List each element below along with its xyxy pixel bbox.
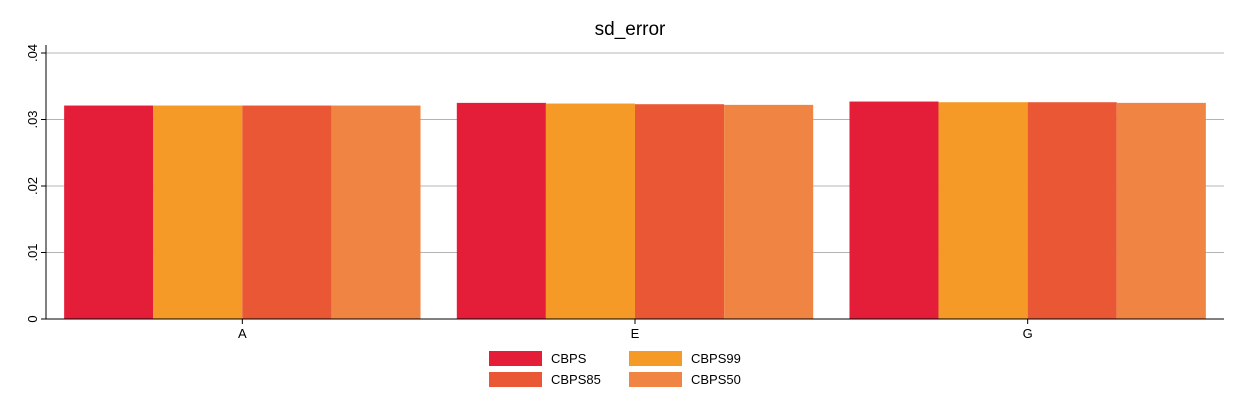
legend-item: CBPS85: [489, 372, 601, 387]
bar-cbps99-e: [545, 103, 635, 319]
legend-swatch: [489, 372, 542, 387]
chart-title: sd_error: [595, 19, 666, 40]
x-tick-label: E: [631, 326, 640, 341]
bar-cbps85-a: [242, 105, 332, 319]
bar-cbps85-e: [635, 104, 725, 319]
bar-cbps-g: [849, 101, 939, 319]
bar-cbps50-e: [724, 104, 814, 320]
legend-label: CBPS50: [691, 372, 741, 387]
y-tick-label: .02: [25, 177, 40, 195]
legend-item: CBPS99: [629, 351, 741, 366]
legend-item: CBPS50: [629, 372, 741, 387]
legend-swatch: [629, 372, 682, 387]
bar-cbps50-a: [331, 105, 421, 319]
legend-label: CBPS85: [551, 372, 601, 387]
legend-swatch: [629, 351, 682, 366]
axes: 0 .01 .02 .03 .04 A E G: [25, 44, 1224, 341]
bar-cbps99-a: [153, 105, 243, 319]
legend-label: CBPS: [551, 351, 587, 366]
legend-swatch: [489, 351, 542, 366]
bar-cbps50-g: [1116, 102, 1206, 319]
legend-item: CBPS: [489, 351, 587, 366]
bar-cbps85-g: [1027, 102, 1117, 320]
legend-label: CBPS99: [691, 351, 741, 366]
bar-cbps99-g: [938, 102, 1028, 320]
bar-cbps-a: [64, 105, 154, 319]
x-tick-label: A: [238, 326, 247, 341]
y-tick-label: .04: [25, 44, 40, 62]
x-tick-label: G: [1023, 326, 1033, 341]
bars: [64, 101, 1206, 320]
y-tick-label: .03: [25, 110, 40, 128]
y-tick-label: 0: [25, 315, 40, 322]
y-tick-label: .01: [25, 243, 40, 261]
legend: CBPS CBPS99 CBPS85 CBPS50: [489, 351, 741, 387]
bar-cbps-e: [456, 102, 546, 319]
